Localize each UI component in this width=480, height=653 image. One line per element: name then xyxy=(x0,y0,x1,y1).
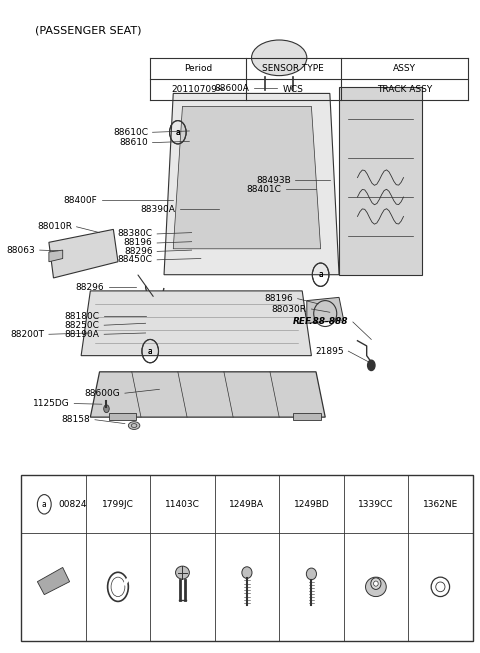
Polygon shape xyxy=(164,93,339,275)
Text: 88030R: 88030R xyxy=(272,304,307,313)
Circle shape xyxy=(104,405,109,413)
Text: ASSY: ASSY xyxy=(393,64,416,73)
Text: REF.88-888: REF.88-888 xyxy=(293,317,348,326)
Text: 88600G: 88600G xyxy=(84,389,120,398)
Text: 88401C: 88401C xyxy=(247,185,281,194)
Text: 88296: 88296 xyxy=(75,283,104,291)
Ellipse shape xyxy=(373,581,378,586)
Text: 1249BA: 1249BA xyxy=(229,500,264,509)
Text: 88190A: 88190A xyxy=(65,330,99,339)
Text: a: a xyxy=(318,270,323,279)
Text: 11403C: 11403C xyxy=(165,500,200,509)
Text: 88180C: 88180C xyxy=(64,311,99,321)
Text: (PASSENGER SEAT): (PASSENGER SEAT) xyxy=(35,25,142,35)
Text: TRACK ASSY: TRACK ASSY xyxy=(377,85,432,94)
Text: 1339CC: 1339CC xyxy=(358,500,394,509)
Polygon shape xyxy=(307,297,344,323)
Text: SENSOR TYPE: SENSOR TYPE xyxy=(263,64,324,73)
Ellipse shape xyxy=(128,422,140,430)
Ellipse shape xyxy=(371,578,381,590)
Text: 20110709~: 20110709~ xyxy=(171,85,225,94)
Text: a: a xyxy=(148,347,153,356)
Text: 88450C: 88450C xyxy=(118,255,153,264)
Text: a: a xyxy=(42,500,47,509)
Polygon shape xyxy=(339,87,422,275)
Polygon shape xyxy=(37,567,70,595)
Bar xyxy=(109,413,136,421)
Ellipse shape xyxy=(252,40,307,76)
Text: 88296: 88296 xyxy=(124,247,153,256)
Text: a: a xyxy=(176,128,180,136)
Text: Period: Period xyxy=(184,64,212,73)
Polygon shape xyxy=(90,372,325,417)
Text: 88610C: 88610C xyxy=(113,128,148,136)
Bar xyxy=(293,413,321,421)
Text: 88380C: 88380C xyxy=(118,229,153,238)
Text: 88250C: 88250C xyxy=(65,321,99,330)
Polygon shape xyxy=(81,291,312,356)
Text: 88063: 88063 xyxy=(6,246,35,255)
Bar xyxy=(21,475,473,641)
Ellipse shape xyxy=(242,567,252,579)
Text: 88600A: 88600A xyxy=(215,84,249,93)
Polygon shape xyxy=(173,106,321,249)
Circle shape xyxy=(368,360,375,370)
Ellipse shape xyxy=(176,566,190,579)
Text: 1249BD: 1249BD xyxy=(294,500,329,509)
Text: 88196: 88196 xyxy=(264,294,293,303)
Text: 88010R: 88010R xyxy=(37,222,72,231)
Ellipse shape xyxy=(306,568,316,580)
Text: a: a xyxy=(148,347,153,356)
Text: 1799JC: 1799JC xyxy=(102,500,134,509)
Text: 1125DG: 1125DG xyxy=(33,399,70,408)
Text: a: a xyxy=(176,128,180,136)
Text: 88200T: 88200T xyxy=(10,330,44,339)
Text: WCS: WCS xyxy=(283,85,304,94)
Text: 88493B: 88493B xyxy=(256,176,291,185)
Polygon shape xyxy=(49,229,118,278)
Polygon shape xyxy=(49,250,63,262)
Text: 00824: 00824 xyxy=(58,500,86,509)
Text: 1362NE: 1362NE xyxy=(423,500,458,509)
Text: 88158: 88158 xyxy=(61,415,90,424)
Text: 88390A: 88390A xyxy=(141,205,176,214)
Ellipse shape xyxy=(366,577,386,597)
Text: 88196: 88196 xyxy=(124,238,153,247)
Text: 88610: 88610 xyxy=(119,138,148,147)
Text: 88400F: 88400F xyxy=(63,196,97,205)
Text: a: a xyxy=(318,270,323,279)
Text: 21895: 21895 xyxy=(315,347,344,356)
